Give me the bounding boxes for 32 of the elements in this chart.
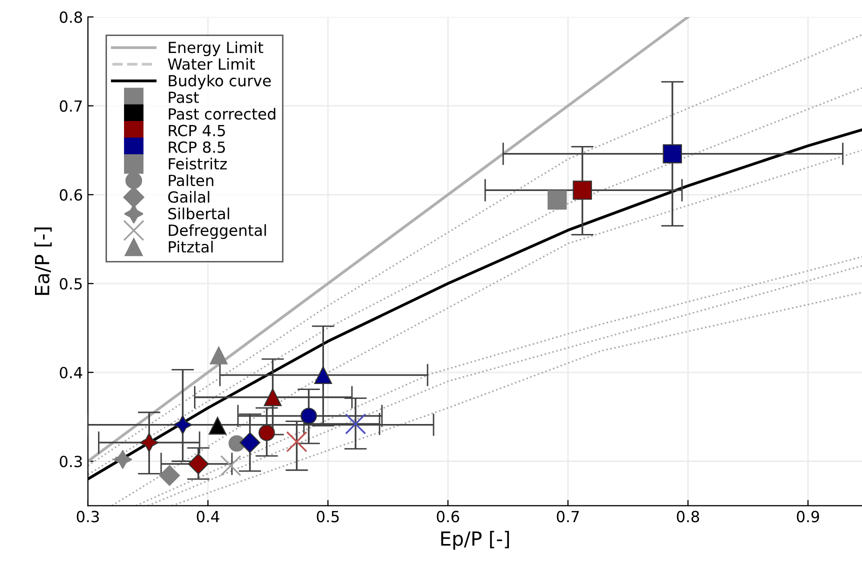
y-tick-label: 0.6 <box>60 189 82 201</box>
legend-label: Defreggental <box>168 224 266 239</box>
x-tick-label: 0.7 <box>556 510 579 522</box>
x-tick-label: 0.5 <box>316 510 339 522</box>
legend-label: Past corrected <box>168 108 276 120</box>
legend-label: Energy Limit <box>168 41 264 56</box>
x-tick-label: 0.9 <box>796 510 820 522</box>
point <box>286 431 308 452</box>
x-tick-label: 0.3 <box>76 510 99 522</box>
legend-label: Silbertal <box>168 208 230 220</box>
point <box>344 413 366 434</box>
legend-label: Gailal <box>168 190 210 203</box>
y-axis-title: Ea/P [-] <box>34 228 52 295</box>
x-tick-label: 0.4 <box>196 510 220 522</box>
point <box>220 455 242 476</box>
x-axis-title: Ep/P [-] <box>441 530 509 550</box>
y-tick-label: 0.8 <box>60 11 82 23</box>
legend-label: Palten <box>168 174 214 186</box>
y-tick-label: 0.5 <box>60 278 82 290</box>
y-tick-label: 0.4 <box>60 366 82 378</box>
legend-label: RCP 8.5 <box>168 141 225 153</box>
y-tick-label: 0.7 <box>60 100 82 112</box>
x-tick-label: 0.6 <box>436 510 460 522</box>
legend-label: Past <box>168 92 199 104</box>
legend-label: Budyko curve <box>168 74 271 90</box>
legend-label: RCP 4.5 <box>168 124 225 136</box>
legend-label: Feistritz <box>168 158 227 170</box>
legend-label: Water Limit <box>168 58 255 70</box>
x-tick-label: 0.8 <box>676 510 700 522</box>
y-tick-label: 0.3 <box>60 456 82 468</box>
legend-label: Pitztal <box>168 240 213 253</box>
point <box>208 416 226 435</box>
